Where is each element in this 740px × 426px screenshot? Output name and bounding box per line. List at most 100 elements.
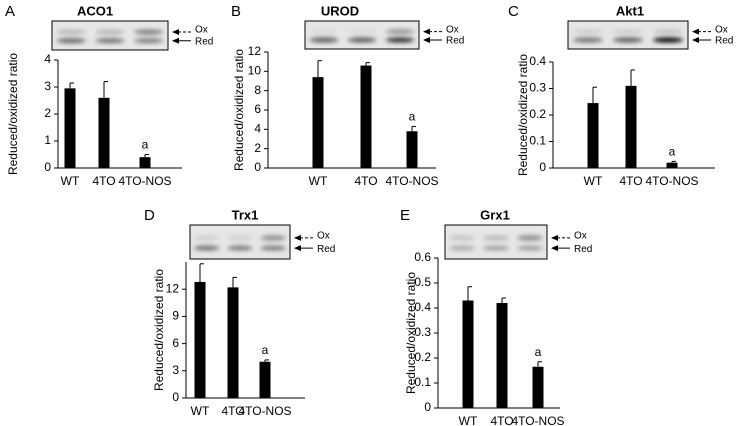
x-tick-label: 4TO bbox=[490, 414, 513, 426]
blot-band bbox=[517, 235, 543, 241]
y-tick-label: 6 bbox=[172, 336, 179, 350]
x-tick-label: 4TO-NOS bbox=[118, 174, 171, 188]
x-tick-label: 4TO bbox=[619, 174, 642, 188]
y-tick-label: 12 bbox=[166, 281, 180, 295]
blot-band bbox=[483, 245, 509, 251]
chart-title: Trx1 bbox=[232, 207, 259, 222]
y-tick-label: 3 bbox=[172, 363, 179, 377]
y-axis-label: Reduced/oxidized ratio bbox=[232, 49, 246, 171]
blot-band bbox=[133, 29, 164, 35]
blot-band bbox=[347, 37, 377, 43]
y-tick-label: 0 bbox=[424, 400, 431, 414]
bar bbox=[587, 103, 599, 168]
bar bbox=[227, 287, 239, 398]
x-tick-label: 4TO-NOS bbox=[645, 174, 698, 188]
y-tick-label: 0.1 bbox=[414, 375, 431, 389]
blot-band bbox=[227, 235, 253, 241]
panel-label: B bbox=[231, 3, 241, 20]
blot-band bbox=[227, 245, 253, 251]
chart-panel: E Grx1 Ox Red 0 0.1 0.2 0.3 0.4 0.5 0.6 Reduced/oxi… bbox=[400, 207, 592, 426]
y-tick-label: 0.2 bbox=[414, 350, 431, 364]
blot-label: Red bbox=[446, 36, 464, 47]
blot-band bbox=[260, 235, 287, 241]
y-tick-label: 8 bbox=[254, 83, 261, 97]
blot-band bbox=[95, 38, 125, 44]
blot-label: Ox bbox=[317, 231, 330, 242]
blot-band bbox=[385, 37, 415, 43]
y-axis-label: Reduced/oxidized ratio bbox=[152, 269, 166, 391]
bar bbox=[360, 65, 372, 168]
blot-band bbox=[309, 29, 339, 35]
blot-band bbox=[260, 245, 287, 251]
y-tick-label: 0.2 bbox=[529, 107, 546, 121]
x-tick-label: 4TO-NOS bbox=[238, 404, 291, 418]
y-tick-label: 12 bbox=[248, 44, 262, 58]
y-tick-label: 9 bbox=[172, 309, 179, 323]
blot-band bbox=[517, 245, 543, 251]
x-tick-label: 4TO bbox=[92, 174, 115, 188]
x-tick-label: WT bbox=[459, 414, 478, 426]
x-tick-label: 4TO bbox=[221, 404, 244, 418]
blot-image bbox=[189, 224, 291, 260]
blot-band bbox=[652, 29, 684, 35]
blot-label: Red bbox=[195, 36, 213, 47]
bar bbox=[98, 97, 110, 168]
blot-band bbox=[194, 245, 220, 251]
x-tick-label: 4TO-NOS bbox=[511, 414, 564, 426]
y-tick-label: 0.4 bbox=[414, 300, 431, 314]
panel-label: A bbox=[5, 3, 15, 20]
blot-band bbox=[572, 29, 604, 35]
annotation: a bbox=[142, 138, 149, 152]
annotation: a bbox=[669, 145, 676, 159]
blot-label: Red bbox=[715, 36, 733, 47]
blot-label: Ox bbox=[195, 25, 208, 36]
bar bbox=[666, 162, 678, 168]
blot-band bbox=[612, 29, 644, 35]
panel-label: E bbox=[400, 207, 410, 224]
x-tick-label: WT bbox=[309, 174, 328, 188]
panel-label: D bbox=[144, 207, 155, 224]
bar bbox=[462, 300, 474, 408]
y-axis-label: Reduced/oxidized ratio bbox=[404, 272, 418, 394]
y-tick-label: 0.5 bbox=[414, 275, 431, 289]
blot-image bbox=[444, 224, 548, 260]
bar bbox=[625, 85, 637, 168]
annotation: a bbox=[409, 110, 416, 124]
y-tick-label: 0.1 bbox=[529, 134, 546, 148]
bar bbox=[406, 131, 418, 168]
blot-band bbox=[95, 29, 125, 35]
blot-label: Ox bbox=[446, 24, 459, 35]
blot-band bbox=[483, 235, 509, 241]
y-tick-label: 0 bbox=[172, 390, 179, 404]
blot-band bbox=[449, 245, 475, 251]
annotation: a bbox=[535, 345, 542, 359]
blot-image bbox=[51, 20, 169, 51]
blot-band bbox=[56, 29, 87, 35]
blot-band bbox=[612, 37, 644, 43]
blot-band bbox=[56, 38, 87, 44]
chart-title: Akt1 bbox=[616, 3, 644, 18]
y-tick-label: 4 bbox=[44, 52, 51, 66]
bar bbox=[64, 88, 76, 168]
bar bbox=[194, 281, 206, 398]
blot-band bbox=[133, 38, 164, 44]
y-tick-label: 3 bbox=[44, 79, 51, 93]
blot-label: Red bbox=[574, 244, 592, 255]
y-tick-label: 6 bbox=[254, 102, 261, 116]
y-tick-label: 0 bbox=[254, 160, 261, 174]
y-axis-label: Reduced/oxidized ratio bbox=[6, 53, 20, 175]
y-tick-label: 0 bbox=[44, 160, 51, 174]
annotation: a bbox=[262, 343, 269, 357]
chart-title: Grx1 bbox=[480, 207, 510, 222]
blot-band bbox=[572, 37, 604, 43]
chart-title: UROD bbox=[321, 3, 359, 18]
y-tick-label: 0.6 bbox=[414, 250, 431, 264]
y-axis-label: Reduced/oxidized ratio bbox=[516, 54, 530, 176]
bar bbox=[496, 303, 508, 408]
y-tick-label: 4 bbox=[254, 122, 261, 136]
blot-band bbox=[385, 29, 415, 35]
blot-band bbox=[347, 29, 377, 35]
